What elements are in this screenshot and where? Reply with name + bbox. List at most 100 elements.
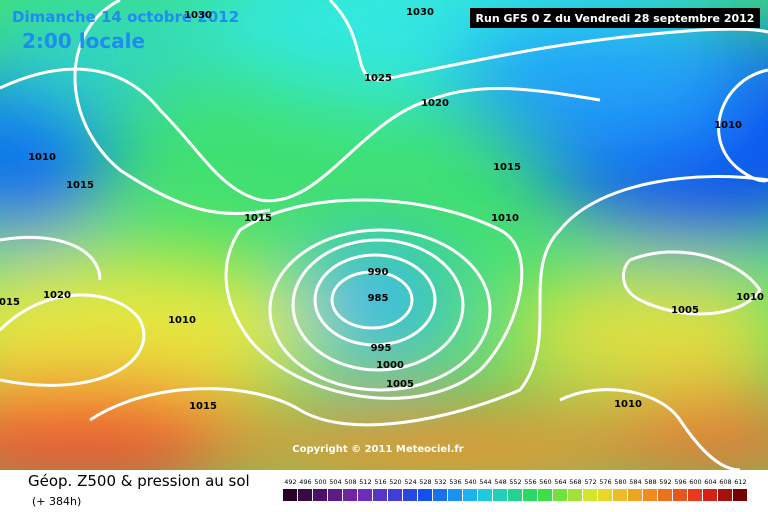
scale-swatch [718,489,732,501]
scale-swatch [313,489,327,501]
copyright: Copyright © 2011 Meteociel.fr [292,444,463,455]
scale-label: 556 [524,478,536,486]
isobar [0,67,601,203]
isobar-label: 1030 [406,7,434,18]
scale-label: 608 [719,478,731,486]
isobar-label: 985 [368,293,389,304]
scale-swatch [568,489,582,501]
local-time: 2:00 locale [22,29,145,53]
isobar-label: 1015 [244,213,272,224]
isobar [268,228,492,392]
isobar [291,238,465,372]
isobar [621,250,762,316]
isobar-label: 1010 [736,292,764,303]
scale-label: 600 [689,478,701,486]
scale-label: 604 [704,478,716,486]
scale-label: 568 [569,478,581,486]
scale-swatch [673,489,687,501]
scale-swatch [343,489,357,501]
scale-label: 576 [599,478,611,486]
scale-swatch [538,489,552,501]
scale-swatch [583,489,597,501]
isobar-label: 1010 [714,120,742,131]
scale-label: 612 [734,478,746,486]
isobar [89,175,768,427]
scale-label: 548 [494,478,506,486]
scale-swatch [418,489,432,501]
footer-title: Géop. Z500 & pression au sol [28,472,250,490]
scale-label: 532 [434,478,446,486]
scale-swatch [493,489,507,501]
scale-swatch [643,489,657,501]
isobar [224,198,524,400]
scale-label: 528 [419,478,431,486]
scale-label: 572 [584,478,596,486]
isobar-label: 1020 [43,290,71,301]
scale-label: 504 [329,478,341,486]
scale-swatch [598,489,612,501]
scale-swatch [658,489,672,501]
scale-swatch [733,489,747,501]
isobar-label: 1010 [168,315,196,326]
run-banner [470,8,760,28]
isobar-label: 1015 [189,401,217,412]
scale-swatch [388,489,402,501]
isobar-label: 1015 [493,162,521,173]
forecast-lead: (+ 384h) [32,495,81,508]
isobar-label: 1025 [364,73,392,84]
isobar-label: 1015 [66,180,94,191]
scale-swatch [703,489,717,501]
isobar-label: 995 [371,343,392,354]
scale-swatch [283,489,297,501]
isobar-label: 1020 [421,98,449,109]
scale-label: 596 [674,478,686,486]
forecast-date: Dimanche 14 octobre 2012 [12,8,239,26]
scale-swatch [403,489,417,501]
isobar-label: 1010 [491,213,519,224]
isobar [559,388,741,470]
scale-label: 544 [479,478,491,486]
isobar-label: 1010 [28,152,56,163]
isobar-label: 990 [368,267,389,278]
scale-swatch [358,489,372,501]
scale-swatch [628,489,642,501]
isobar-label: 1005 [671,305,699,316]
scale-label: 552 [509,478,521,486]
color-scale: 492 496 500 504 508 512 516 520 524 528 532 536 540 5… [283,478,747,501]
scale-swatch [523,489,537,501]
isobar-label: 1030 [184,10,212,21]
scale-label: 560 [539,478,551,486]
scale-swatch [448,489,462,501]
scale-swatch [328,489,342,501]
scale-swatch [433,489,447,501]
scale-swatch [298,489,312,501]
scale-swatch [373,489,387,501]
isobar-labels: 1030 1030 1025 1020 1010 1010 1015 1015 1015 1010… [0,7,764,412]
scale-label: 516 [374,478,386,486]
scale-label: 520 [389,478,401,486]
scale-swatch [463,489,477,501]
scale-swatch [688,489,702,501]
scale-label: 500 [314,478,326,486]
isobar [0,235,102,281]
scale-label: 512 [359,478,371,486]
isobar-label: 1015 [0,297,20,308]
scale-swatch [613,489,627,501]
scale-label: 492 [284,478,296,486]
run-info: Run GFS 0 Z du Vendredi 28 septembre 201… [476,12,755,25]
scale-swatch [553,489,567,501]
isobar [328,0,768,82]
isobar [330,270,414,330]
isobar-label: 1000 [376,360,404,371]
geopotential-field [0,0,768,470]
isobar [313,253,437,347]
isobar [73,0,271,216]
scale-label: 508 [344,478,356,486]
scale-label: 524 [404,478,416,486]
scale-swatch [508,489,522,501]
scale-label: 584 [629,478,641,486]
isobar-label: 1010 [614,399,642,410]
scale-swatch [478,489,492,501]
isobar-label: 1005 [386,379,414,390]
